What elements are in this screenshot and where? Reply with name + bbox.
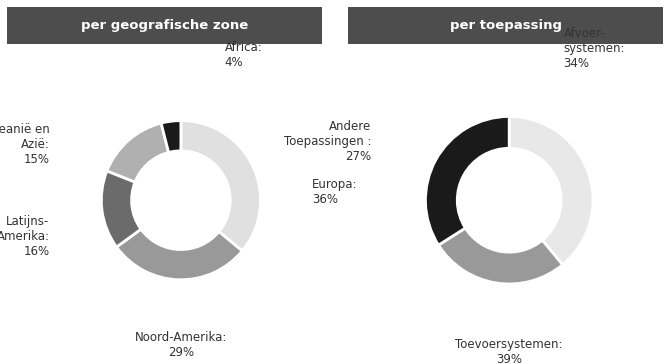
Wedge shape xyxy=(161,120,181,153)
Wedge shape xyxy=(107,123,169,182)
Text: per toepassing: per toepassing xyxy=(450,19,562,32)
Text: Afvoer-
systemen:
34%: Afvoer- systemen: 34% xyxy=(563,27,625,70)
Wedge shape xyxy=(425,116,509,245)
Text: Europa:
36%: Europa: 36% xyxy=(312,178,358,206)
Wedge shape xyxy=(438,228,563,284)
Wedge shape xyxy=(101,171,141,247)
Text: Oceanië en
Azië:
15%: Oceanië en Azië: 15% xyxy=(0,123,50,166)
Text: Latijns-
Amerika:
16%: Latijns- Amerika: 16% xyxy=(0,214,50,257)
Wedge shape xyxy=(181,120,261,251)
Text: Toevoersystemen:
39%: Toevoersystemen: 39% xyxy=(456,339,563,364)
Text: Africa:
4%: Africa: 4% xyxy=(224,41,263,69)
Text: Noord-Amerika:
29%: Noord-Amerika: 29% xyxy=(135,332,227,360)
Wedge shape xyxy=(117,229,242,280)
Text: per geografische zone: per geografische zone xyxy=(80,19,248,32)
Wedge shape xyxy=(509,116,593,265)
Text: Andere
Toepassingen :
27%: Andere Toepassingen : 27% xyxy=(283,120,371,163)
